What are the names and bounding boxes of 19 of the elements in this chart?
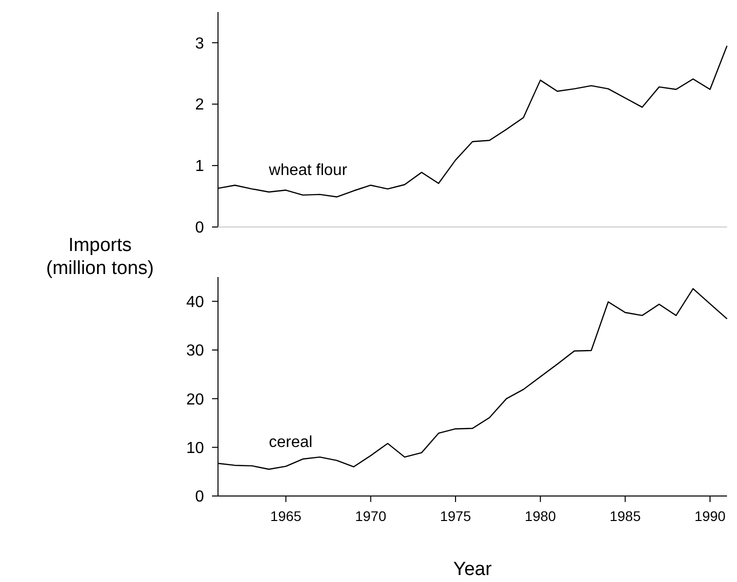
y-tick-label: 0 [195, 220, 204, 237]
y-tick-label: 0 [195, 488, 204, 506]
x-tick-label: 1970 [355, 508, 386, 524]
x-tick-label: 1965 [270, 508, 302, 524]
x-tick-label: 1985 [610, 508, 641, 524]
y-tick-label: 30 [186, 342, 204, 360]
y-tick-label: 1 [195, 158, 204, 176]
series-label: cereal [268, 434, 312, 452]
x-tick-label: 1975 [440, 508, 472, 524]
series-label: wheat flour [268, 162, 348, 180]
x-tick-label: 1980 [524, 508, 556, 524]
y-tick-label: 2 [195, 96, 204, 114]
y-tick-label: 10 [186, 440, 204, 457]
y-tick-label: 3 [195, 35, 204, 52]
x-axis-title: Year [453, 559, 492, 580]
y-tick-label: 20 [186, 391, 204, 408]
y-tick-label: 40 [186, 294, 204, 311]
x-tick-label: 1990 [694, 508, 726, 524]
y-axis-title: Imports (million tons) [46, 235, 154, 279]
